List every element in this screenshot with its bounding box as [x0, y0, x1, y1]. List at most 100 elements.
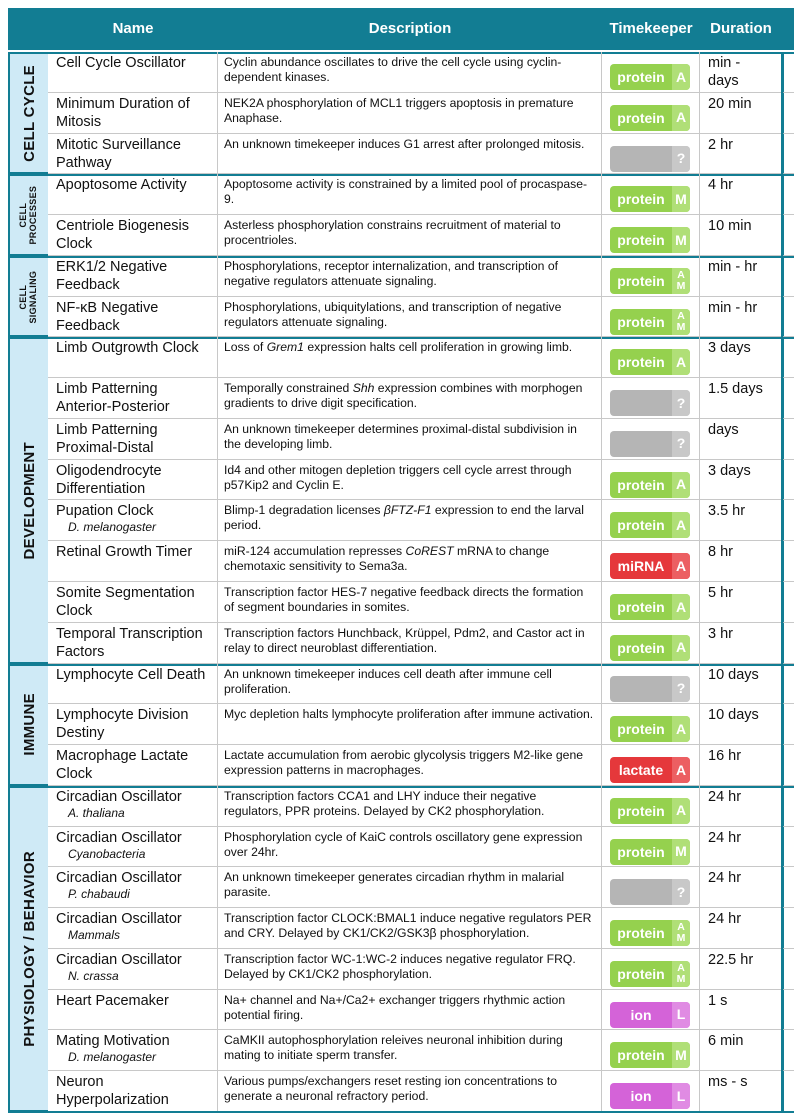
- timekeeper-type: protein: [617, 965, 665, 982]
- name-cell: Circadian Oscillator N. crassa: [48, 948, 218, 990]
- duration-cell: 20 min: [700, 92, 782, 134]
- column-header: Timekeeper: [609, 20, 693, 37]
- timekeeper-type: protein: [617, 191, 665, 208]
- extra-cell: [782, 1030, 794, 1072]
- duration-cell: 22.5 hr: [700, 948, 782, 990]
- timekeeper-cell: protein A: [602, 92, 700, 134]
- name-cell: Mitotic Surveillance Pathway: [48, 133, 218, 175]
- description-text: Loss of: [224, 340, 267, 355]
- row-name: Limb Patterning Proximal-Distal: [56, 421, 158, 456]
- timekeeper-mode-box: A: [672, 512, 690, 539]
- extra-cell: [782, 418, 794, 460]
- name-cell: Macrophage Lactate Clock: [48, 745, 218, 786]
- timekeeper-mode: A: [675, 557, 687, 574]
- timekeeper-cell: protein M: [602, 174, 700, 216]
- description-cell: Cyclin abundance oscillates to drive the…: [218, 52, 602, 93]
- timekeeper-badge: miRNA A: [610, 553, 690, 580]
- timekeeper-mode-box: A: [672, 64, 690, 90]
- name-cell: Lymphocyte Division Destiny: [48, 704, 218, 746]
- duration-cell: 6 min: [700, 1030, 782, 1072]
- row-name: Lymphocyte Division Destiny: [56, 707, 189, 742]
- timekeeper-mode: A: [675, 476, 687, 493]
- timekeeper-mode: L: [676, 1087, 686, 1104]
- timekeeper-badge: ?: [610, 145, 690, 172]
- name-cell: Cell Cycle Oscillator: [48, 52, 218, 93]
- timekeeper-mode: M: [675, 231, 687, 248]
- name-cell: Circadian Oscillator P. chabaudi: [48, 867, 218, 909]
- group-border: [48, 785, 794, 788]
- timekeeper-mode-box: ?: [672, 675, 690, 702]
- timekeeper-mode-box: ?: [672, 390, 690, 417]
- timekeeper-badge: protein A M: [610, 308, 690, 335]
- timekeeper-cell: ?: [602, 663, 700, 705]
- row-name: Limb Patterning Anterior-Posterior: [56, 381, 170, 416]
- description-text: Transcription factor CLOCK:BMAL1 induce …: [224, 911, 592, 941]
- name-cell: Somite Segmentation Clock: [48, 582, 218, 623]
- name-cell: Minimum Duration of Mitosis: [48, 92, 218, 134]
- name-cell: Heart Pacemaker: [48, 989, 218, 1031]
- timekeeper-cell: protein A M: [602, 296, 700, 338]
- timekeeper-badge: ?: [610, 675, 690, 702]
- timekeeper-type: ion: [630, 1006, 652, 1023]
- description-text: expression halts cell proliferation in g…: [303, 340, 573, 355]
- timekeeper-mode: M: [675, 843, 687, 860]
- timekeeper-badge: protein M: [610, 186, 690, 213]
- timekeeper-badge: ion L: [610, 1083, 690, 1110]
- duration-cell: days: [700, 418, 782, 460]
- extra-cell: [782, 745, 794, 786]
- row-subname: D. melanogaster: [68, 520, 157, 535]
- description-cell: Transcription factor CLOCK:BMAL1 induce …: [218, 908, 602, 949]
- row-name: Circadian Oscillator: [56, 788, 182, 805]
- timekeeper-mode: A: [675, 109, 687, 126]
- row-name: Cell Cycle Oscillator: [56, 55, 186, 71]
- name-cell: Centriole Biogenesis Clock: [48, 215, 218, 256]
- timekeeper-type: lactate: [618, 762, 664, 779]
- timekeeper-mode-box: L: [672, 1083, 690, 1110]
- row-name: Heart Pacemaker: [56, 992, 169, 1009]
- group-border: [48, 663, 794, 666]
- timekeeper-cell: protein A: [602, 622, 700, 664]
- name-cell: Lymphocyte Cell Death: [48, 663, 218, 705]
- description-text: Id4 and other mitogen depletion triggers…: [224, 462, 572, 492]
- timekeeper-badge: protein A: [610, 104, 690, 131]
- extra-cell: [782, 133, 794, 175]
- description-italic: Shh: [352, 381, 375, 396]
- extra-cell: [782, 255, 794, 297]
- extra-cell: [782, 500, 794, 542]
- timekeeper-badge: ?: [610, 879, 690, 906]
- extra-cell: [782, 785, 794, 827]
- group-label: CELL CYCLE: [20, 64, 38, 162]
- row-name: Mitotic Surveillance Pathway: [56, 136, 181, 171]
- row-name: Circadian Oscillator: [56, 829, 182, 846]
- timekeeper-mode: A: [675, 639, 687, 656]
- extra-cell: [782, 52, 794, 93]
- duration-cell: 1.5 days: [700, 378, 782, 419]
- timekeeper-cell: protein M: [602, 1030, 700, 1072]
- extra-cell: [782, 174, 794, 216]
- row-name: Macrophage Lactate Clock: [56, 748, 189, 783]
- description-text: Na+ channel and Na+/Ca2+ exchanger trigg…: [224, 992, 566, 1022]
- description-cell: Asterless phosphorylation constrains rec…: [218, 215, 602, 256]
- timekeeper-mode: A: [677, 921, 685, 934]
- extra-cell: [782, 92, 794, 134]
- timekeeper-type: protein: [617, 1047, 665, 1064]
- timekeeper-mode-box: A: [672, 594, 690, 620]
- row-name: Oligodendrocyte Differentiation: [56, 462, 162, 497]
- description-cell: Various pumps/exchangers reset resting i…: [218, 1071, 602, 1112]
- extra-cell: [782, 378, 794, 419]
- timekeeper-mode: M: [675, 1046, 687, 1063]
- name-cell: Pupation Clock D. melanogaster: [48, 500, 218, 542]
- description-text: Temporally constrained: [224, 381, 353, 396]
- timekeeper-badge: ?: [610, 430, 690, 457]
- group-label-cell: CELL CYCLE: [8, 52, 48, 175]
- timekeeper-mode-box: A: [672, 757, 690, 784]
- timekeeper-type: protein: [617, 476, 665, 493]
- duration-cell: 24 hr: [700, 826, 782, 868]
- timekeeper-mode: ?: [676, 150, 686, 167]
- timekeeper-mode: ?: [676, 680, 686, 697]
- timekeeper-mode-box: M: [672, 1042, 690, 1069]
- timekeeper-mode-box: M: [672, 838, 690, 865]
- row-name: Circadian Oscillator: [56, 870, 182, 887]
- timekeeper-type: protein: [617, 232, 665, 249]
